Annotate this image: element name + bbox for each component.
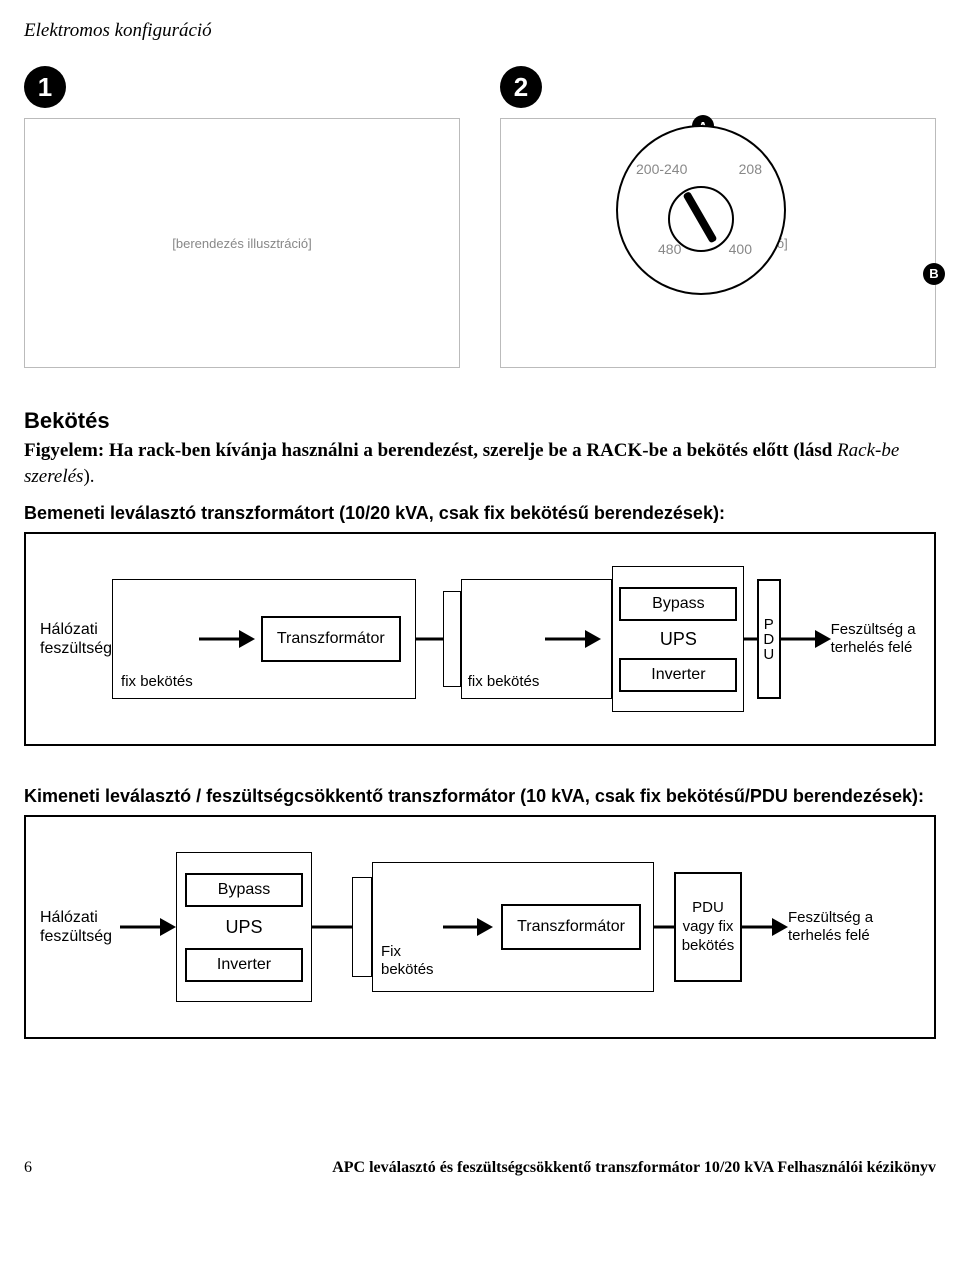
callout-b: B [923, 263, 945, 285]
d1-transformer: Transzformátor [261, 616, 401, 662]
dial-bl: 480 [658, 241, 681, 257]
d1-fix2: fix bekötés [468, 667, 540, 698]
arrow-icon [120, 916, 176, 938]
d1-ups: UPS [619, 625, 737, 654]
diagram2: Hálózati feszültség Bypass UPS Inverter … [24, 815, 936, 1039]
d1-bypass: Bypass [619, 587, 737, 621]
diagram1: Hálózati feszültség fix bekötés Transzfo… [24, 532, 936, 746]
dial-tr: 208 [739, 161, 762, 177]
d1-mains-label: Hálózati feszültség [40, 620, 112, 658]
device-illustration-1: [berendezés illusztráció] [24, 118, 460, 368]
arrow-icon [781, 628, 831, 650]
diagram1-title: Bemeneti leválasztó transzformátort (10/… [24, 503, 936, 524]
dial-tl: 200-240 [636, 161, 687, 177]
d1-pdu: PDU [757, 579, 781, 699]
d1-inverter: Inverter [619, 658, 737, 692]
figure-1: 1 [berendezés illusztráció] [24, 66, 460, 368]
d1-junction [443, 591, 461, 687]
footer-text: APC leválasztó és feszültségcsökkentő tr… [332, 1159, 936, 1177]
d1-out-label: Feszültség a terhelés felé [831, 621, 920, 657]
d2-inverter: Inverter [185, 948, 303, 982]
d2-junction [352, 877, 372, 977]
step-badge-2: 2 [500, 66, 542, 108]
d2-mains-label: Hálózati feszültség [40, 908, 120, 946]
section-heading: Bekötés [24, 408, 936, 434]
wire-icon [744, 635, 757, 643]
dial-br: 400 [729, 241, 752, 257]
d2-bypass: Bypass [185, 873, 303, 907]
page-number: 6 [24, 1159, 32, 1177]
fig-ph-text: [berendezés illusztráció] [172, 236, 311, 251]
lbl-mains: Hálózati feszültség [40, 621, 112, 657]
wire-icon [654, 923, 674, 931]
d2-fix: Fix bekötés [381, 943, 435, 991]
note-bold: Figyelem: Ha rack-ben kívánja használni … [24, 440, 832, 461]
wire-icon [416, 635, 443, 643]
voltage-dial: 200-240 208 480 400 [616, 125, 786, 295]
arrow-icon [545, 628, 601, 650]
diagram2-title: Kimeneti leválasztó / feszültségcsökkent… [24, 786, 936, 807]
wire-icon [312, 923, 352, 931]
figure-2: 2 [berendezés illusztráció] A B 200-240 … [500, 66, 936, 368]
d2-out-label: Feszültség a terhelés felé [788, 909, 888, 945]
arrow-icon [742, 916, 788, 938]
page-title: Elektromos konfiguráció [24, 20, 936, 42]
d2-transformer: Transzformátor [501, 904, 641, 950]
note-tail: ). [83, 466, 94, 487]
device-illustration-2: [berendezés illusztráció] A B 200-240 20… [500, 118, 936, 368]
warning-note: Figyelem: Ha rack-ben kívánja használni … [24, 438, 936, 489]
d1-fix1: fix bekötés [121, 667, 193, 698]
d2-ups: UPS [185, 911, 303, 944]
arrow-icon [443, 916, 493, 938]
arrow-icon [199, 628, 255, 650]
figure-row: 1 [berendezés illusztráció] 2 [berendezé… [24, 66, 936, 368]
d2-pdu-or-fix: PDU vagy fix bekötés [674, 872, 742, 982]
page-footer: 6 APC leválasztó és feszültségcsökkentő … [24, 1159, 936, 1177]
step-badge-1: 1 [24, 66, 66, 108]
